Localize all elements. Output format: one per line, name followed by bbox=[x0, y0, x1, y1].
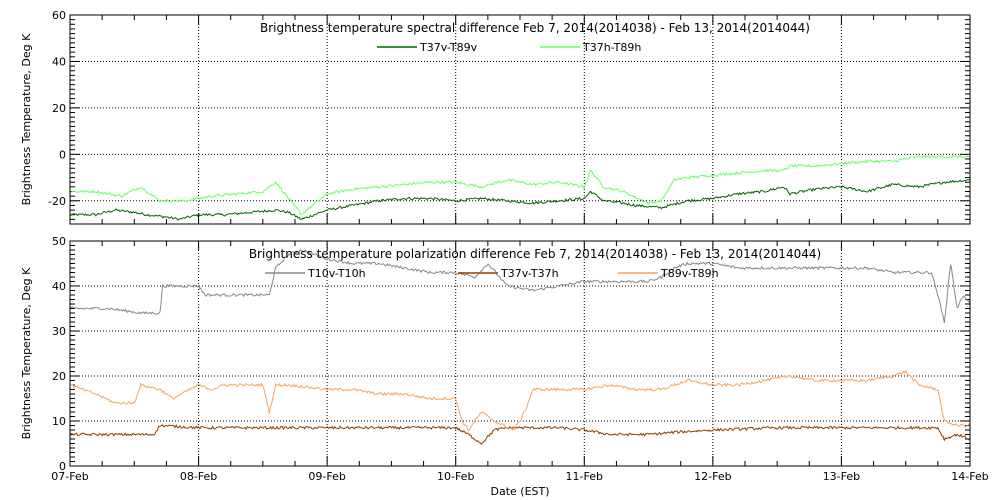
series-line-T89v-T89h bbox=[69, 369, 971, 432]
chart-title: Brightness temperature spectral differen… bbox=[260, 21, 810, 35]
series-line-T10v-T10h bbox=[69, 248, 971, 323]
y-tick-label: 10 bbox=[52, 415, 66, 428]
y-tick-label: -20 bbox=[48, 195, 66, 208]
x-axis-label: Date (EST) bbox=[490, 485, 549, 498]
legend-label: T37v-T89v bbox=[419, 41, 478, 54]
legend-label: T37h-T89h bbox=[582, 41, 641, 54]
panel-1: -20 0 20 40 60 Brightness Temperature, Deg K B… bbox=[20, 9, 971, 225]
legend-label: T10v-T10h bbox=[307, 267, 366, 280]
y-tick-label: 60 bbox=[52, 9, 66, 22]
y-axis-label: Brightness Temperature, Deg K bbox=[20, 267, 33, 439]
x-tick-label: 13-Feb bbox=[823, 470, 860, 483]
y-tick-label: 0 bbox=[59, 148, 66, 161]
legend-label: T37v-T37h bbox=[500, 267, 559, 280]
y-tick-label: 0 bbox=[59, 460, 66, 473]
y-tick-label: 20 bbox=[52, 370, 66, 383]
x-tick-label: 14-Feb bbox=[951, 470, 988, 483]
x-tick-label: 12-Feb bbox=[694, 470, 731, 483]
y-axis-label: Brightness Temperature, Deg K bbox=[20, 33, 33, 205]
panel-2: 0 10 20 30 40 50 Brightness Temperature, Deg K… bbox=[20, 235, 989, 498]
x-tick-label: 07-Feb bbox=[51, 470, 88, 483]
plot-frame bbox=[69, 14, 971, 225]
y-tick-label: 30 bbox=[52, 325, 66, 338]
y-tick-label: 40 bbox=[52, 280, 66, 293]
plot-frame bbox=[69, 240, 971, 467]
series-line-T37v-T37h bbox=[69, 423, 971, 445]
series-line-T37v-T89v bbox=[69, 179, 970, 222]
x-tick-label: 09-Feb bbox=[308, 470, 345, 483]
y-tick-label: 50 bbox=[52, 235, 66, 248]
y-tick-label: 40 bbox=[52, 55, 66, 68]
x-tick-label: 10-Feb bbox=[437, 470, 474, 483]
chart-title: Brightness temperature polarization diff… bbox=[249, 247, 821, 261]
x-tick-label: 08-Feb bbox=[180, 470, 217, 483]
y-tick-label: 20 bbox=[52, 102, 66, 115]
series-line-T37h-T89h bbox=[69, 154, 971, 216]
x-tick-label: 11-Feb bbox=[566, 470, 603, 483]
legend-label: T89v-T89h bbox=[660, 267, 719, 280]
